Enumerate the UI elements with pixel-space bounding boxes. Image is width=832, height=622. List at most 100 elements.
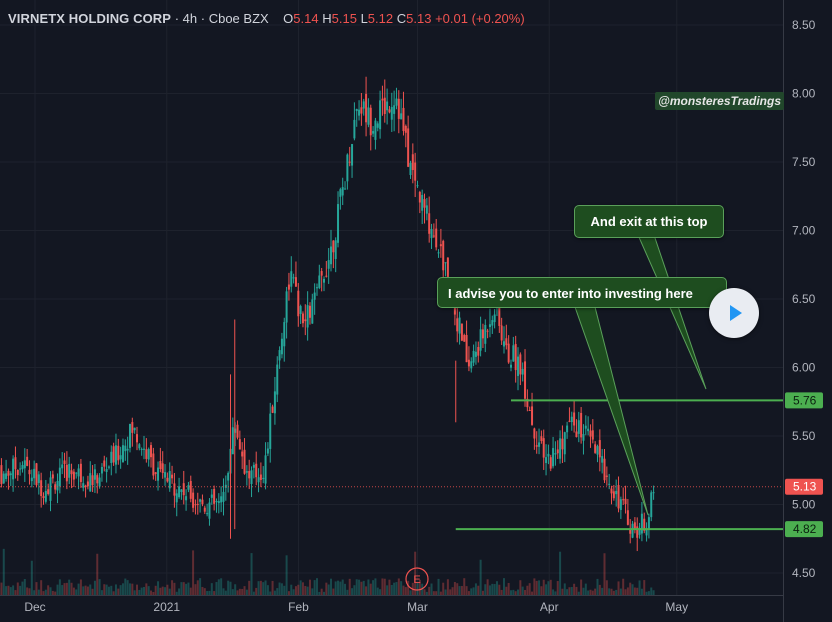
candle-body	[131, 422, 134, 433]
volume-bar	[308, 579, 311, 595]
volume-bar	[409, 590, 412, 595]
volume-bar	[196, 580, 199, 595]
volume-bar	[23, 579, 26, 595]
candle-body	[400, 113, 403, 120]
volume-bar	[636, 587, 639, 595]
candle-body	[185, 496, 188, 501]
volume-bar	[414, 551, 417, 595]
candle-body	[84, 485, 87, 488]
candle-body	[484, 324, 487, 344]
candle-body	[278, 350, 281, 361]
enter-callout[interactable]: I advise you to enter into investing her…	[437, 277, 727, 308]
volume-bar	[615, 589, 618, 595]
volume-bar	[439, 591, 442, 595]
candle-body	[416, 185, 419, 187]
y-tick-label: 4.50	[792, 566, 816, 580]
volume-bar	[650, 587, 653, 595]
candle-body	[311, 299, 314, 324]
candle-body	[549, 457, 552, 469]
candle-body	[386, 101, 389, 111]
volume-bar	[79, 579, 82, 595]
candle-body	[472, 350, 475, 363]
volume-bar	[589, 589, 592, 595]
volume-bar	[437, 578, 440, 595]
candle-body	[283, 322, 286, 347]
volume-bar	[376, 587, 379, 595]
volume-bar	[56, 584, 59, 595]
volume-bar	[528, 583, 531, 595]
candle-body	[124, 445, 127, 452]
volume-bar	[105, 584, 108, 595]
volume-bar	[510, 590, 512, 595]
candle-body	[582, 434, 585, 441]
candle-body	[2, 473, 5, 484]
play-button[interactable]	[709, 288, 759, 338]
candle-body	[421, 194, 424, 211]
author-watermark: @monsteresTradings	[655, 92, 784, 110]
exit-callout[interactable]: And exit at this top	[574, 205, 724, 238]
x-tick-label: Mar	[407, 600, 428, 614]
volume-bar	[470, 588, 473, 595]
candle-body	[189, 481, 192, 499]
candle-body	[334, 240, 337, 260]
candle-body	[610, 488, 613, 494]
candle-body	[150, 445, 153, 458]
candle-body	[374, 120, 377, 140]
volume-bar	[360, 581, 363, 595]
volume-bar	[75, 589, 78, 595]
candle-body	[547, 453, 550, 457]
candle-body	[337, 204, 340, 243]
volume-bar	[404, 587, 407, 595]
candle-body	[105, 469, 108, 472]
volume-bar	[491, 583, 494, 595]
candle-body	[360, 107, 363, 114]
candle-body	[339, 189, 342, 197]
candle-body	[573, 412, 576, 426]
volume-bar	[552, 589, 555, 595]
candle-body	[161, 463, 164, 473]
volume-bar	[128, 583, 131, 595]
candle-body	[524, 361, 527, 399]
candle-body	[325, 275, 328, 277]
candle-body	[397, 98, 400, 119]
volume-bar	[259, 580, 262, 595]
candle-body	[182, 483, 185, 496]
candle-body	[650, 492, 653, 518]
volume-bar	[563, 583, 566, 595]
interval-label[interactable]: 4h	[182, 11, 198, 26]
volume-bar	[271, 580, 274, 595]
candle-body	[262, 477, 265, 480]
x-tick-label: Dec	[24, 600, 45, 614]
volume-bar	[493, 584, 496, 595]
volume-bar	[131, 583, 134, 595]
symbol-name[interactable]: VIRNETX HOLDING CORP	[8, 11, 172, 26]
candle-body	[107, 466, 110, 468]
y-tick-label: 8.00	[792, 87, 816, 101]
candle-body	[645, 528, 648, 536]
earnings-marker[interactable]: E	[405, 567, 429, 591]
candle-body	[112, 446, 115, 463]
candle-body	[591, 430, 594, 440]
close-value: 5.13	[406, 11, 432, 26]
candle-body	[369, 107, 372, 136]
volume-bar	[374, 578, 377, 595]
level-price-label: 5.76	[785, 392, 823, 409]
volume-bar	[285, 555, 288, 595]
candle-body	[238, 439, 241, 450]
candle-body	[535, 445, 538, 447]
volume-bar	[299, 580, 302, 595]
volume-bar	[157, 581, 160, 595]
svg-text:5.13: 5.13	[793, 480, 817, 494]
volume-bar	[192, 550, 195, 595]
volume-bar	[136, 584, 138, 595]
candle-body	[633, 522, 636, 529]
candle-body	[411, 154, 414, 171]
volume-bar	[337, 580, 340, 595]
candle-body	[367, 107, 370, 125]
volume-bar	[147, 586, 150, 595]
candle-body	[346, 154, 349, 182]
enter-callout-pointer	[574, 306, 649, 516]
volume-bar	[640, 588, 643, 595]
candle-body	[327, 260, 330, 269]
